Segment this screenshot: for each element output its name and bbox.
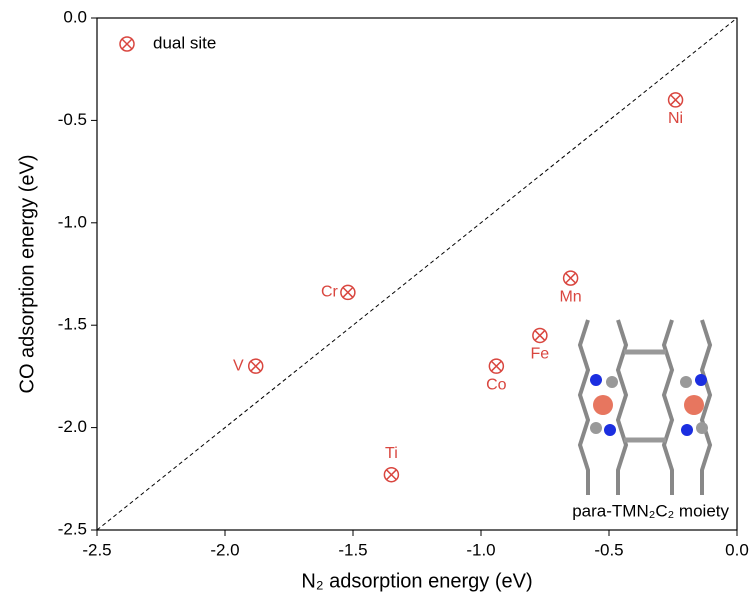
data-point <box>488 358 505 374</box>
x-axis-label: N₂ adsorption energy (eV) <box>301 570 532 592</box>
point-label: V <box>233 357 244 374</box>
atom-c <box>606 376 618 388</box>
plot-frame <box>96 17 738 531</box>
marker-circle <box>562 270 579 286</box>
molecule-frame <box>577 319 591 495</box>
marker-cross <box>385 469 397 481</box>
marker-cross <box>670 94 681 106</box>
atom-c <box>696 422 708 434</box>
point-label: Fe <box>531 346 550 363</box>
data-point <box>383 466 400 483</box>
atom-metal <box>684 395 704 415</box>
atom-n <box>590 374 602 386</box>
x-tick-label: -2.0 <box>210 540 239 559</box>
y-axis-label: CO adsorption energy (eV) <box>16 154 38 393</box>
atom-n <box>681 424 693 436</box>
x-tick-label: -0.5 <box>594 540 623 559</box>
point-label: Mn <box>559 288 581 305</box>
molecule-frame <box>615 319 629 495</box>
marker-cross <box>250 360 262 372</box>
annotation: para-TMN₂C₂ moiety <box>572 501 729 520</box>
atom-c <box>590 422 602 434</box>
data-point <box>119 36 135 52</box>
y-tick-label: -0.5 <box>58 110 87 129</box>
atom-c <box>680 376 692 388</box>
data-point <box>667 92 684 108</box>
y-tick-label: 0.0 <box>63 7 87 26</box>
marker-circle <box>488 358 505 374</box>
data-point <box>247 358 264 374</box>
point-label: Ti <box>385 445 398 462</box>
marker-cross <box>342 287 354 298</box>
marker-circle <box>119 36 135 52</box>
data-point <box>532 327 548 344</box>
y-tick-label: -1.0 <box>58 212 87 231</box>
atom-metal <box>593 395 613 415</box>
x-tick-label: -1.0 <box>466 540 495 559</box>
point-label: Co <box>486 376 507 393</box>
marker-circle <box>532 327 548 344</box>
molecule-frame <box>699 319 713 495</box>
data-point <box>340 284 356 301</box>
marker-cross <box>565 272 577 284</box>
y-tick-label: -2.5 <box>58 519 87 538</box>
point-label: Cr <box>321 284 339 301</box>
data-point <box>562 270 579 286</box>
molecule-inset <box>577 319 713 495</box>
marker-circle <box>383 466 400 483</box>
molecule-frame <box>661 319 675 495</box>
y-tick-label: -1.5 <box>58 315 87 334</box>
marker-circle <box>247 358 264 374</box>
atom-n <box>695 374 707 386</box>
x-tick-label: 0.0 <box>725 540 749 559</box>
x-tick-label: -2.5 <box>82 540 111 559</box>
molecule-bridge <box>624 349 666 443</box>
y-tick-label: -2.0 <box>58 417 87 436</box>
marker-circle <box>340 284 356 301</box>
point-label: Ni <box>668 110 683 127</box>
marker-cross <box>490 360 502 372</box>
marker-circle <box>667 92 684 108</box>
marker-cross <box>121 38 133 50</box>
atom-n <box>604 424 616 436</box>
x-tick-label: -1.5 <box>338 540 367 559</box>
reference-diagonal <box>96 17 738 531</box>
marker-cross <box>534 330 546 341</box>
legend-label: dual site <box>153 33 216 52</box>
